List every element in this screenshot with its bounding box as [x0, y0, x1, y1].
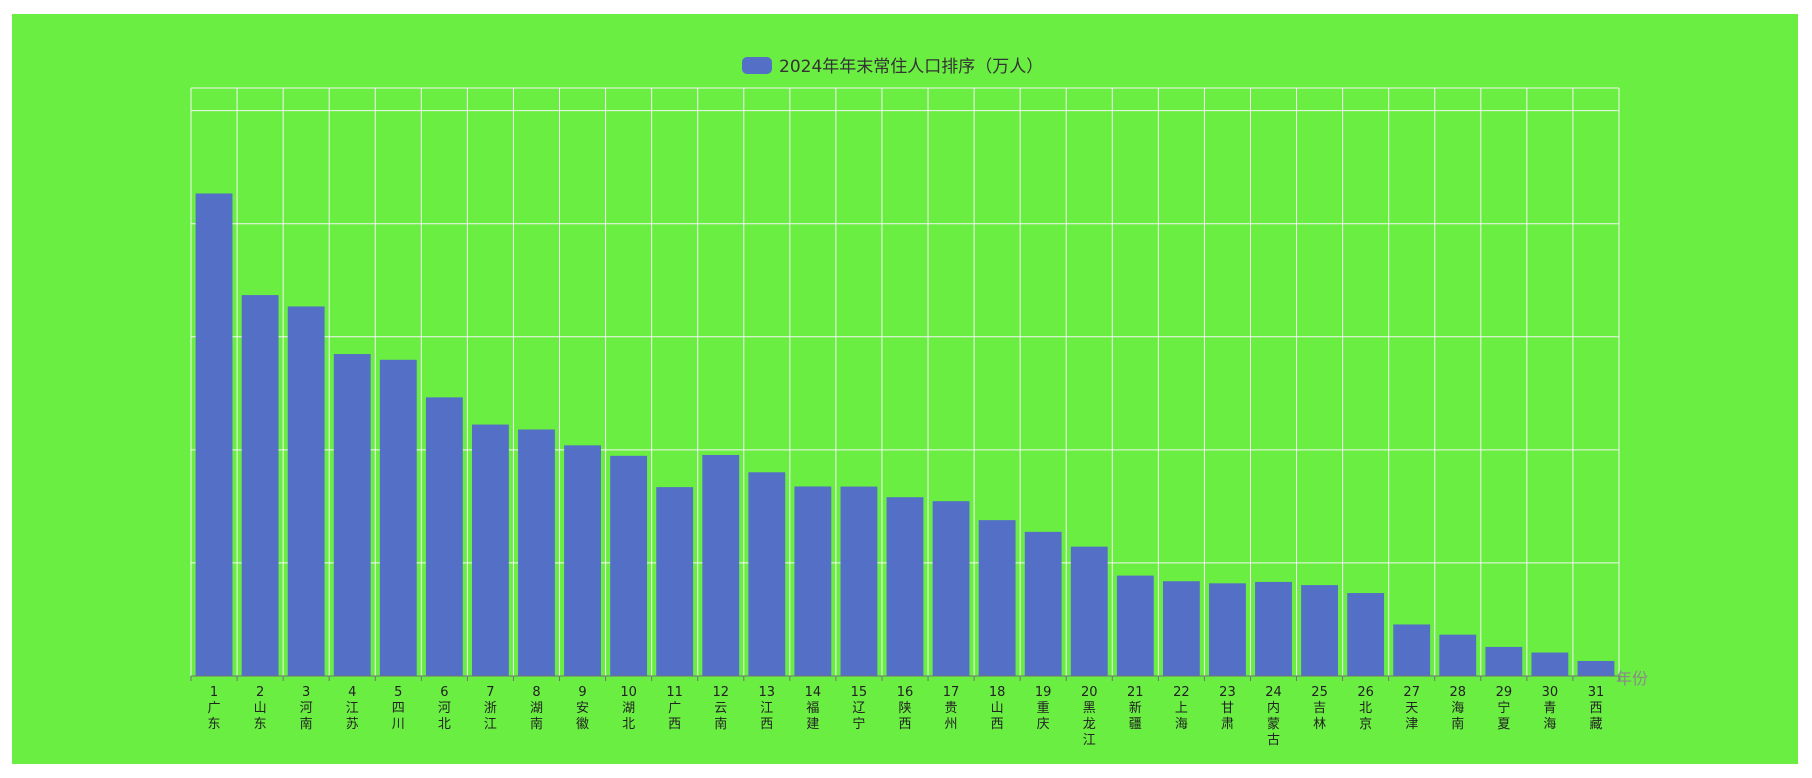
- x-tick-label: 4 江苏: [346, 685, 359, 732]
- bar-17[interactable]: [932, 501, 970, 676]
- x-tick-label: 29 宁夏: [1496, 685, 1513, 732]
- bar-22[interactable]: [1162, 581, 1200, 676]
- x-tick-label: 14 福建: [805, 685, 822, 732]
- bar-13[interactable]: [748, 472, 786, 676]
- bar-23[interactable]: [1209, 583, 1246, 676]
- x-tick-label: 12 云南: [712, 685, 729, 732]
- bar-24[interactable]: [1255, 581, 1292, 676]
- x-tick-label: 31 西藏: [1588, 685, 1605, 732]
- legend-swatch[interactable]: [742, 57, 772, 74]
- legend-label[interactable]: 2024年年末常住人口排序（万人）: [779, 57, 1043, 77]
- x-tick-label: 2 山东: [254, 685, 267, 732]
- x-tick-label: 15 辽宁: [851, 685, 868, 732]
- bar-series[interactable]: [195, 193, 1615, 677]
- x-tick-label: 17 贵州: [943, 685, 960, 732]
- bar-11[interactable]: [656, 487, 694, 676]
- x-tick-label: 28 海南: [1449, 685, 1466, 732]
- bar-2[interactable]: [241, 295, 279, 676]
- population-bar-chart: 1 广东 2 山东 3 河南 4 江苏 5 四川 6 河北 7 浙江 8 湖南 9 安徽 10 湖北 11 广西 12 云南 1…: [12, 14, 1798, 764]
- x-tick-label: 30 青海: [1542, 685, 1559, 732]
- bar-4[interactable]: [333, 354, 371, 676]
- bar-27[interactable]: [1393, 624, 1431, 676]
- x-tick-label: 6 河北: [438, 685, 451, 732]
- x-tick-label: 1 广东: [208, 685, 221, 732]
- x-tick-label: 9 安徽: [576, 685, 589, 732]
- bar-14[interactable]: [794, 486, 832, 676]
- chart-panel: 1 广东 2 山东 3 河南 4 江苏 5 四川 6 河北 7 浙江 8 湖南 9 安徽 10 湖北 11 广西 12 云南 1…: [12, 14, 1798, 764]
- x-tick-label: 13 江西: [759, 685, 776, 732]
- legend[interactable]: 2024年年末常住人口排序（万人）: [742, 57, 1043, 77]
- bar-30[interactable]: [1531, 652, 1569, 676]
- x-axis: [190, 675, 1621, 681]
- bar-31[interactable]: [1577, 660, 1615, 676]
- bar-19[interactable]: [1024, 531, 1062, 676]
- bar-20[interactable]: [1070, 546, 1108, 676]
- bar-26[interactable]: [1347, 593, 1385, 676]
- bar-18[interactable]: [978, 520, 1016, 676]
- bar-21[interactable]: [1116, 575, 1154, 676]
- x-axis-name: 年份: [1616, 669, 1648, 688]
- bar-29[interactable]: [1485, 646, 1523, 676]
- bar-16[interactable]: [886, 497, 924, 676]
- grid-lines: [190, 87, 1620, 676]
- bar-10[interactable]: [610, 455, 648, 676]
- bar-8[interactable]: [518, 429, 555, 676]
- x-tick-label: 7 浙江: [484, 685, 497, 732]
- x-tick-label: 27 天津: [1403, 685, 1420, 732]
- bar-12[interactable]: [702, 454, 740, 676]
- x-tick-label: 21 新疆: [1127, 685, 1144, 732]
- x-tick-label: 3 河南: [300, 685, 313, 732]
- x-tick-label: 19 重庆: [1035, 685, 1052, 732]
- x-tick-label: 25 吉林: [1311, 685, 1328, 732]
- bar-7[interactable]: [471, 424, 509, 676]
- x-tick-label: 23 甘肃: [1219, 685, 1236, 732]
- bar-3[interactable]: [287, 306, 325, 676]
- bar-15[interactable]: [840, 486, 878, 676]
- bar-6[interactable]: [425, 397, 463, 676]
- x-tick-label: 8 湖南: [530, 685, 543, 732]
- x-tick-label: 16 陕西: [897, 685, 914, 732]
- x-tick-label: 5 四川: [392, 685, 405, 732]
- bar-28[interactable]: [1439, 634, 1477, 676]
- bar-1[interactable]: [195, 193, 233, 677]
- bar-9[interactable]: [564, 445, 601, 676]
- x-tick-label: 26 北京: [1357, 685, 1374, 732]
- x-tick-label: 24 内蒙古: [1265, 685, 1282, 748]
- x-axis-tick-labels: 1 广东 2 山东 3 河南 4 江苏 5 四川 6 河北 7 浙江 8 湖南 9 安徽 10 湖北 11 广西 12 云南 1…: [208, 685, 1605, 748]
- bar-5[interactable]: [379, 359, 417, 676]
- bar-25[interactable]: [1301, 585, 1338, 676]
- x-tick-label: 18 山西: [989, 685, 1006, 732]
- x-tick-label: 20 黑龙江: [1081, 685, 1098, 748]
- x-tick-label: 10 湖北: [620, 685, 637, 732]
- x-tick-label: 22 上海: [1173, 685, 1190, 732]
- x-tick-label: 11 广西: [666, 685, 683, 732]
